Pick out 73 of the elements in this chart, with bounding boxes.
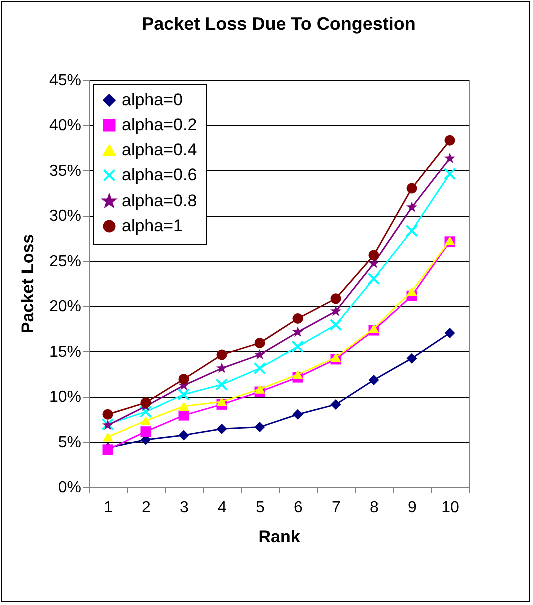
point [444, 152, 456, 164]
y-tick-label: 35% [49, 162, 82, 180]
point [140, 406, 152, 418]
x-tick-label: 5 [256, 500, 266, 516]
y-tick-label: 20% [49, 298, 82, 316]
point [140, 416, 152, 426]
y-tick-label: 25% [49, 253, 82, 270]
point [330, 399, 342, 410]
point [178, 402, 190, 412]
y-tick-label: 45% [49, 72, 82, 90]
x-tick-label: 4 [218, 500, 228, 516]
point [178, 430, 190, 441]
point [406, 183, 418, 194]
y-tick-label: 40% [49, 118, 82, 135]
point [254, 338, 266, 348]
x-tick-label: 1 [104, 500, 114, 516]
legend-label: alpha=0.4 [122, 140, 198, 160]
point [216, 350, 228, 360]
x-tick-label: 7 [332, 500, 342, 516]
point [330, 294, 342, 304]
point [368, 375, 380, 386]
x-axis-title: Rank [258, 528, 301, 546]
point [292, 314, 304, 324]
point [216, 378, 228, 392]
y-tick-label: 15% [49, 344, 82, 361]
x-tick-label: 8 [370, 500, 380, 516]
point [216, 362, 228, 374]
x-tick-label: 6 [294, 500, 304, 516]
x-tick-label: 2 [142, 500, 152, 516]
point [254, 422, 266, 433]
legend-label: alpha=0.8 [122, 192, 198, 210]
point [102, 409, 114, 420]
point [444, 168, 456, 180]
point [406, 202, 418, 212]
point [292, 370, 304, 380]
x-tick-label: 3 [180, 500, 190, 516]
y-tick-label: 30% [49, 208, 82, 226]
legend-label: alpha=0 [122, 90, 183, 110]
point [178, 374, 190, 385]
y-axis-title: Packet Loss [18, 234, 38, 334]
point [178, 410, 190, 421]
y-tick-label: 10% [49, 389, 82, 406]
point [406, 224, 418, 238]
point [254, 349, 266, 360]
x-tick-label: 10 [442, 500, 460, 516]
point [254, 362, 266, 375]
point [406, 287, 418, 296]
point [216, 424, 228, 434]
point [178, 388, 190, 401]
point [216, 397, 228, 407]
x-tick-label: 9 [408, 500, 418, 516]
point [330, 306, 342, 316]
point [444, 135, 456, 146]
y-tick-label: 0% [58, 480, 82, 496]
point [368, 250, 380, 261]
point [254, 384, 266, 394]
point [292, 326, 304, 338]
point [406, 353, 418, 364]
point [330, 318, 342, 332]
point [140, 426, 152, 438]
point [292, 340, 304, 354]
point [444, 328, 456, 338]
point [368, 272, 380, 286]
legend-label: alpha=0.6 [122, 166, 198, 184]
point [330, 353, 342, 362]
y-tick-label: 5% [58, 434, 82, 452]
chart-title: Packet Loss Due To Congestion [142, 14, 416, 34]
point [368, 324, 380, 334]
point [140, 398, 152, 408]
legend-label: alpha=0.2 [122, 116, 198, 134]
point [292, 409, 304, 420]
legend-label: alpha=1 [122, 216, 183, 236]
point [102, 432, 114, 442]
